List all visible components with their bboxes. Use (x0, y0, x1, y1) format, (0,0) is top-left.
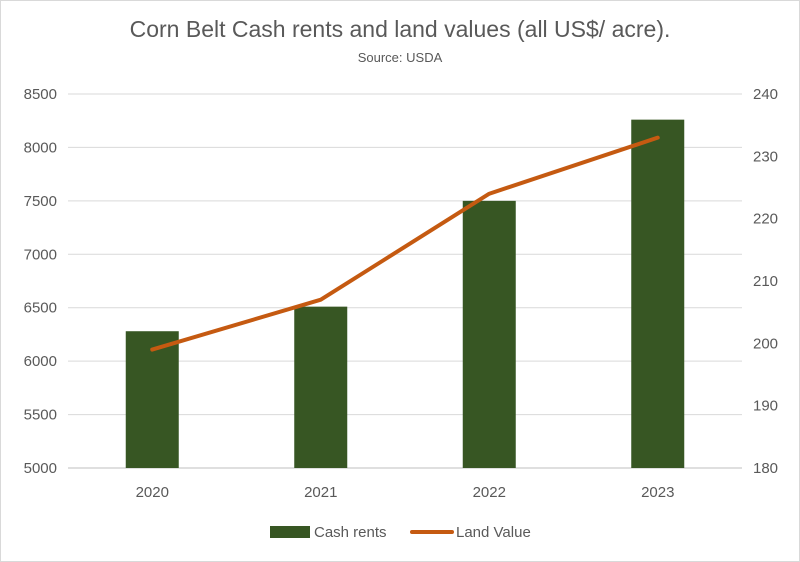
bar-cash-rents (631, 119, 685, 468)
y-axis-right: 180 190 200 210 220 230 240 (753, 86, 778, 477)
gridlines (68, 93, 742, 469)
x-tick-label: 2021 (304, 484, 337, 501)
y-right-tick-label: 240 (753, 86, 778, 103)
y-right-tick-label: 200 (753, 335, 778, 352)
y-left-tick-label: 5500 (24, 407, 57, 424)
y-right-tick-label: 180 (753, 460, 778, 477)
legend-label-land-value: Land Value (456, 524, 531, 541)
legend-swatch-cash-rents (270, 526, 310, 538)
y-left-tick-label: 7500 (24, 193, 57, 210)
x-tick-label: 2020 (136, 484, 169, 501)
x-axis: 2020 2021 2022 2023 (136, 484, 675, 501)
x-tick-label: 2023 (641, 484, 674, 501)
line-series (150, 135, 660, 352)
chart-subtitle: Source: USDA (357, 50, 443, 65)
bar-cash-rents (125, 331, 179, 468)
y-left-tick-label: 5000 (24, 460, 57, 477)
chart-title: Corn Belt Cash rents and land values (al… (129, 16, 671, 42)
y-right-tick-label: 230 (753, 148, 778, 165)
bar-cash-rents (294, 306, 348, 468)
y-left-tick-label: 8000 (24, 139, 57, 156)
bar-cash-rents (462, 200, 516, 468)
legend: Cash rents Land Value (270, 524, 531, 541)
line-land-value (150, 135, 660, 352)
y-right-tick-label: 220 (753, 211, 778, 228)
y-left-tick-label: 8500 (24, 86, 57, 103)
y-right-tick-label: 210 (753, 273, 778, 290)
y-left-tick-label: 6000 (24, 353, 57, 370)
y-left-tick-label: 7000 (24, 246, 57, 263)
y-left-tick-label: 6500 (24, 300, 57, 317)
y-right-tick-label: 190 (753, 398, 778, 415)
x-tick-label: 2022 (473, 484, 506, 501)
bar-series (125, 119, 685, 468)
y-axis-left: 5000 5500 6000 6500 7000 7500 8000 8500 (24, 86, 57, 477)
legend-label-cash-rents: Cash rents (314, 524, 387, 541)
